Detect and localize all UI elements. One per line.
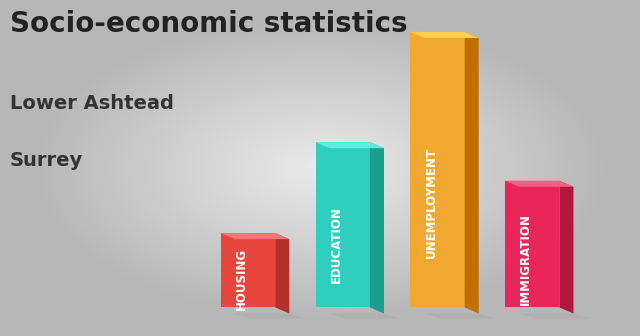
Polygon shape [370, 142, 384, 313]
Text: Lower Ashtead: Lower Ashtead [10, 94, 173, 113]
Text: IMMIGRATION: IMMIGRATION [519, 213, 532, 305]
Polygon shape [424, 313, 495, 319]
Polygon shape [410, 32, 479, 38]
Polygon shape [316, 142, 384, 148]
Polygon shape [410, 32, 465, 307]
Polygon shape [519, 313, 589, 319]
Polygon shape [235, 313, 305, 319]
Polygon shape [221, 233, 275, 307]
Text: UNEMPLOYMENT: UNEMPLOYMENT [424, 147, 438, 258]
Polygon shape [505, 181, 559, 307]
Text: HOUSING: HOUSING [235, 248, 248, 310]
Polygon shape [316, 142, 370, 307]
Text: Socio-economic statistics: Socio-economic statistics [10, 10, 407, 38]
Polygon shape [505, 181, 573, 187]
Text: Surrey: Surrey [10, 151, 83, 170]
Polygon shape [559, 181, 573, 313]
Polygon shape [465, 32, 479, 313]
Polygon shape [275, 233, 289, 313]
Polygon shape [330, 313, 400, 319]
Polygon shape [221, 233, 289, 239]
Text: EDUCATION: EDUCATION [330, 206, 343, 283]
